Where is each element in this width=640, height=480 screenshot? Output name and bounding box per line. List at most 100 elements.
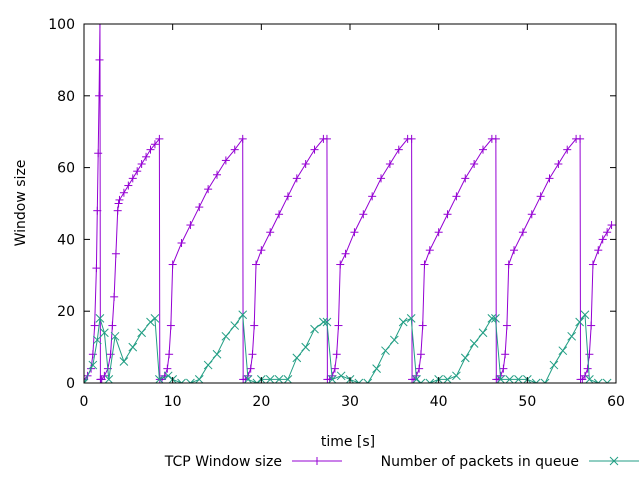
data-point-tcp-window	[518, 228, 527, 237]
data-point-tcp-window	[292, 174, 301, 183]
y-tick-label: 60	[57, 161, 75, 177]
series-layer	[84, 24, 616, 383]
data-point-queue	[487, 314, 497, 323]
data-point-tcp-window	[146, 145, 155, 154]
data-point-tcp-window	[612, 221, 616, 230]
data-point-queue	[301, 342, 311, 352]
data-point-tcp-window	[92, 264, 101, 273]
data-point-tcp-window	[137, 160, 146, 169]
data-point-tcp-window	[168, 260, 177, 269]
data-point-tcp-window	[510, 246, 519, 255]
data-point-tcp-window	[585, 350, 594, 359]
data-point-tcp-window	[545, 174, 554, 183]
data-point-queue	[274, 375, 284, 383]
data-point-tcp-window	[113, 206, 122, 215]
data-point-tcp-window	[563, 145, 572, 154]
data-point-tcp-window	[301, 160, 310, 169]
data-point-tcp-window	[195, 203, 204, 212]
series-queue	[84, 310, 612, 383]
x-tick-label: 30	[341, 394, 359, 410]
data-point-tcp-window	[350, 228, 359, 237]
data-point-queue	[412, 375, 421, 383]
data-point-tcp-window	[359, 210, 368, 219]
data-point-tcp-window	[238, 134, 247, 143]
data-point-tcp-window	[332, 350, 341, 359]
data-point-tcp-window	[385, 160, 394, 169]
data-point-queue	[100, 328, 109, 338]
data-point-tcp-window	[502, 321, 511, 330]
y-tick-label: 40	[57, 232, 75, 248]
data-point-tcp-window	[434, 228, 443, 237]
data-point-queue	[238, 310, 248, 320]
data-point-tcp-window	[88, 350, 97, 359]
data-point-queue	[363, 378, 373, 383]
data-point-queue	[230, 321, 240, 330]
data-point-queue	[491, 314, 500, 323]
data-point-tcp-window	[110, 292, 119, 301]
data-point-queue	[150, 314, 160, 323]
data-point-queue	[128, 342, 138, 352]
y-tick-label: 80	[57, 89, 75, 105]
data-point-queue	[221, 331, 231, 341]
data-point-tcp-window	[119, 188, 128, 197]
legend-marker-tcp-window	[313, 457, 321, 465]
data-point-queue	[252, 378, 262, 383]
data-point-tcp-window	[165, 350, 174, 359]
x-axis-label: time [s]	[321, 434, 375, 450]
data-point-queue	[283, 375, 293, 383]
data-point-tcp-window	[128, 174, 137, 183]
data-point-queue	[567, 331, 577, 341]
ticks-layer: 0 10 20 30 40 50 60 0 20 40 60 80 100	[48, 17, 625, 410]
data-point-queue	[110, 331, 120, 341]
data-point-tcp-window	[576, 134, 585, 143]
data-point-tcp-window	[527, 210, 536, 219]
legend-entry-queue: Number of packets in queue	[381, 454, 639, 470]
data-point-queue	[163, 371, 173, 381]
data-point-queue	[155, 375, 164, 383]
data-point-queue	[243, 375, 253, 383]
data-point-tcp-window	[221, 156, 230, 165]
data-point-tcp-window	[603, 228, 612, 237]
data-point-queue	[549, 360, 559, 370]
data-point-queue	[478, 328, 488, 338]
data-point-tcp-window	[166, 321, 175, 330]
legend-label-tcp: TCP Window size	[164, 454, 282, 470]
data-point-queue	[381, 346, 390, 356]
data-point-tcp-window	[115, 195, 124, 204]
y-axis-label: Window size	[13, 160, 29, 247]
data-point-tcp-window	[257, 246, 266, 255]
data-point-queue	[602, 378, 612, 383]
data-point-queue	[443, 375, 452, 383]
data-point-queue	[194, 375, 204, 383]
data-point-tcp-window	[461, 174, 470, 183]
y-tick-label: 100	[48, 17, 75, 33]
data-point-queue	[212, 349, 222, 359]
data-point-queue	[336, 371, 346, 381]
data-point-tcp-window	[230, 145, 239, 154]
data-point-queue	[580, 310, 590, 320]
x-tick-label: 0	[80, 394, 89, 410]
data-point-queue	[460, 353, 470, 363]
data-point-queue	[319, 317, 328, 327]
data-point-tcp-window	[124, 181, 133, 190]
data-point-tcp-window	[90, 321, 99, 330]
data-point-tcp-window	[368, 192, 377, 201]
data-point-queue	[416, 378, 426, 383]
legend-entry-tcp: TCP Window size	[164, 454, 342, 470]
data-point-queue	[203, 360, 213, 370]
data-point-queue	[575, 317, 585, 327]
legend-sample-tcp	[292, 457, 342, 465]
x-tick-label: 10	[164, 394, 182, 410]
data-point-tcp-window	[177, 238, 186, 247]
data-point-tcp-window	[536, 192, 545, 201]
y-tick-label: 20	[57, 304, 75, 320]
data-point-queue	[177, 378, 186, 383]
data-point-tcp-window	[155, 134, 164, 143]
data-point-tcp-window	[94, 149, 103, 158]
data-point-tcp-window	[491, 134, 500, 143]
data-point-tcp-window	[275, 210, 284, 219]
data-point-queue	[137, 328, 146, 338]
data-point-queue	[585, 375, 594, 383]
data-point-queue	[146, 317, 155, 327]
